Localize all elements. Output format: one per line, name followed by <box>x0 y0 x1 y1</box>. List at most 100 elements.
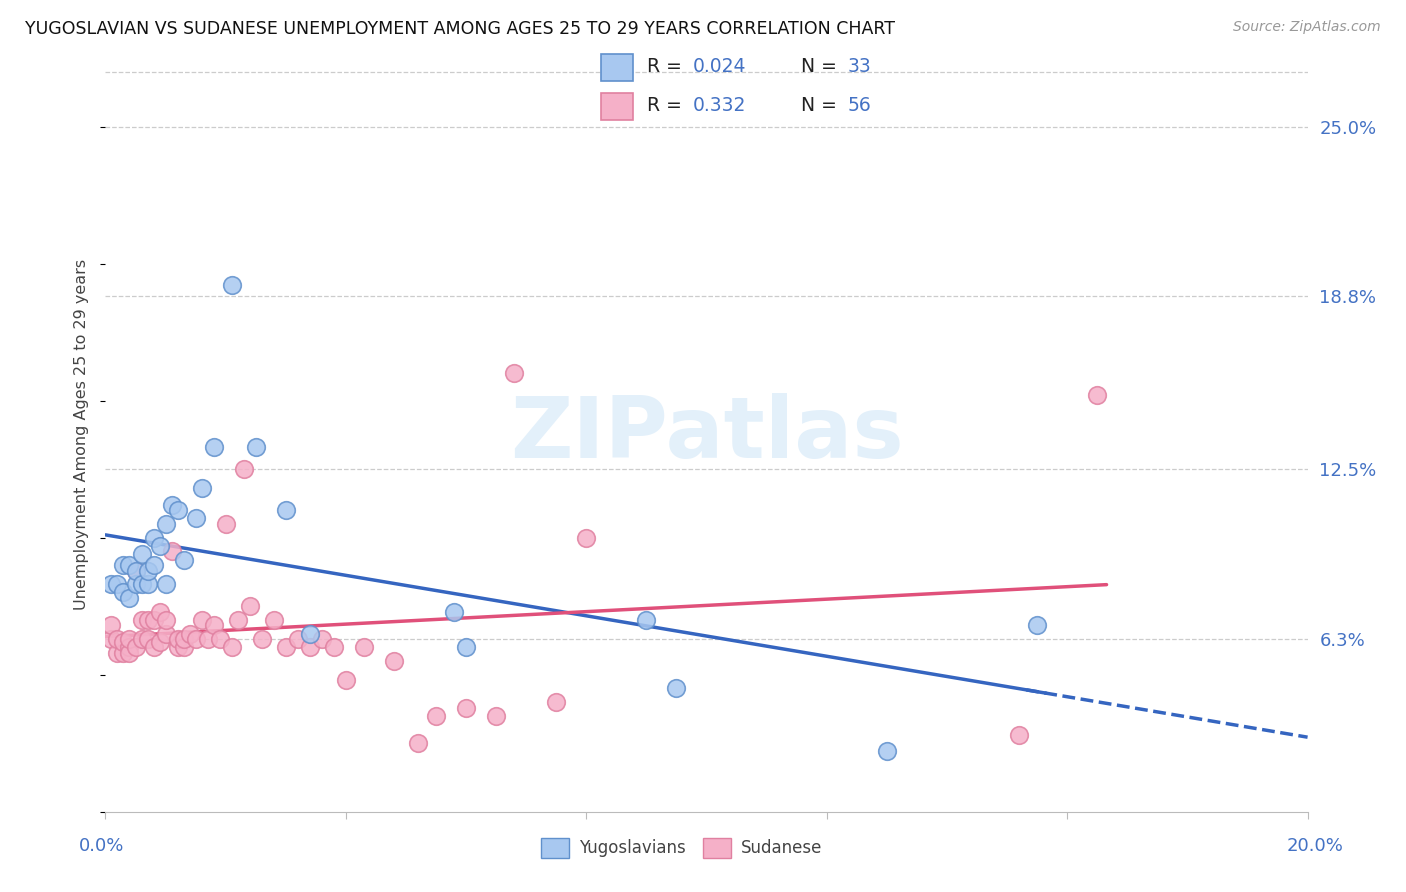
Point <box>131 613 153 627</box>
Point <box>166 503 188 517</box>
Point <box>353 640 375 655</box>
FancyBboxPatch shape <box>602 93 633 120</box>
Text: R =: R = <box>647 57 688 76</box>
Point <box>112 646 135 660</box>
Text: YUGOSLAVIAN VS SUDANESE UNEMPLOYMENT AMONG AGES 25 TO 29 YEARS CORRELATION CHART: YUGOSLAVIAN VS SUDANESE UNEMPLOYMENT AMO… <box>25 20 896 37</box>
Point <box>155 613 177 627</box>
Point <box>406 736 429 750</box>
Text: N =: N = <box>801 96 844 115</box>
Point <box>100 618 122 632</box>
Point <box>202 618 225 632</box>
Point <box>100 632 122 646</box>
Point <box>131 577 153 591</box>
Point <box>214 516 236 531</box>
Point <box>173 640 195 655</box>
Point <box>112 585 135 599</box>
Point <box>155 516 177 531</box>
Text: 20.0%: 20.0% <box>1286 837 1343 855</box>
Point <box>274 640 297 655</box>
Point <box>245 440 267 454</box>
Point <box>382 654 405 668</box>
Point <box>124 577 146 591</box>
Point <box>208 632 231 646</box>
Point <box>142 640 165 655</box>
Point <box>118 558 141 572</box>
Point <box>190 613 212 627</box>
Point <box>124 640 146 655</box>
Point <box>142 613 165 627</box>
Point <box>298 640 321 655</box>
Text: N =: N = <box>801 57 844 76</box>
Text: 0.332: 0.332 <box>692 96 745 115</box>
Text: Source: ZipAtlas.com: Source: ZipAtlas.com <box>1233 20 1381 34</box>
Point <box>155 577 177 591</box>
Point <box>142 531 165 545</box>
Point <box>136 577 159 591</box>
Text: 56: 56 <box>846 96 870 115</box>
Point <box>239 599 262 614</box>
Point <box>118 591 141 605</box>
Point <box>197 632 219 646</box>
Point <box>232 462 254 476</box>
Point <box>179 626 201 640</box>
Point <box>118 632 141 646</box>
Point <box>124 564 146 578</box>
Point <box>190 481 212 495</box>
Point <box>665 681 688 696</box>
Text: R =: R = <box>647 96 688 115</box>
Point <box>100 577 122 591</box>
Text: Sudanese: Sudanese <box>741 839 823 857</box>
Text: 0.0%: 0.0% <box>79 837 124 855</box>
Point <box>287 632 309 646</box>
Point <box>160 544 183 558</box>
Point <box>485 708 508 723</box>
Point <box>173 552 195 566</box>
Point <box>503 366 526 380</box>
Point <box>160 498 183 512</box>
Point <box>575 531 598 545</box>
Point <box>112 634 135 648</box>
Point <box>136 632 159 646</box>
Point <box>1085 388 1108 402</box>
Point <box>263 613 285 627</box>
Point <box>131 547 153 561</box>
Point <box>1008 728 1031 742</box>
Point <box>221 278 243 293</box>
Text: Yugoslavians: Yugoslavians <box>579 839 686 857</box>
Point <box>876 744 898 758</box>
Point <box>142 558 165 572</box>
Point <box>107 646 129 660</box>
Text: 0.024: 0.024 <box>692 57 747 76</box>
Point <box>274 503 297 517</box>
Point <box>148 605 170 619</box>
Point <box>155 626 177 640</box>
Point <box>250 632 273 646</box>
Text: 33: 33 <box>846 57 870 76</box>
Text: ZIPatlas: ZIPatlas <box>509 393 904 476</box>
Point <box>454 640 477 655</box>
Point <box>112 558 135 572</box>
Point <box>173 632 195 646</box>
Point <box>425 708 447 723</box>
Y-axis label: Unemployment Among Ages 25 to 29 years: Unemployment Among Ages 25 to 29 years <box>75 260 90 610</box>
Point <box>298 626 321 640</box>
Point <box>184 511 207 525</box>
Point <box>124 564 146 578</box>
Point <box>107 632 129 646</box>
Point <box>546 695 568 709</box>
Point <box>454 700 477 714</box>
Point <box>136 613 159 627</box>
Point <box>118 646 141 660</box>
Point <box>166 640 188 655</box>
Point <box>118 640 141 655</box>
Point <box>221 640 243 655</box>
Point <box>148 634 170 648</box>
Point <box>226 613 249 627</box>
Point <box>443 605 465 619</box>
Point <box>335 673 357 688</box>
Point <box>184 632 207 646</box>
FancyBboxPatch shape <box>602 54 633 81</box>
Point <box>202 440 225 454</box>
Point <box>131 632 153 646</box>
Point <box>166 632 188 646</box>
